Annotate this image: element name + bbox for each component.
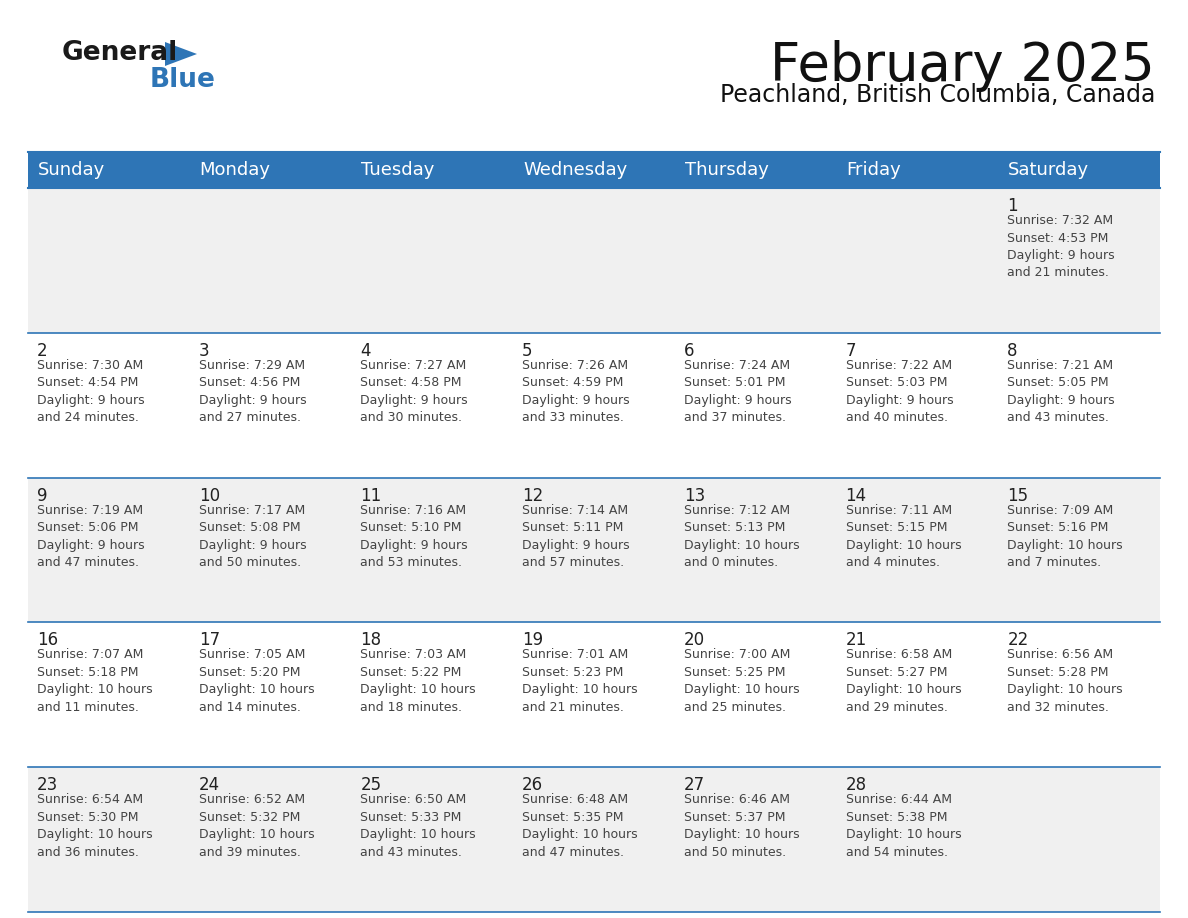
Text: Sunrise: 6:50 AM
Sunset: 5:33 PM
Daylight: 10 hours
and 43 minutes.: Sunrise: 6:50 AM Sunset: 5:33 PM Dayligh… [360, 793, 476, 858]
Bar [29, 188, 1159, 333]
Text: Sunrise: 7:09 AM
Sunset: 5:16 PM
Daylight: 10 hours
and 7 minutes.: Sunrise: 7:09 AM Sunset: 5:16 PM Dayligh… [1007, 504, 1123, 569]
Text: Sunrise: 7:03 AM
Sunset: 5:22 PM
Daylight: 10 hours
and 18 minutes.: Sunrise: 7:03 AM Sunset: 5:22 PM Dayligh… [360, 648, 476, 714]
Text: Sunrise: 7:30 AM
Sunset: 4:54 PM
Daylight: 9 hours
and 24 minutes.: Sunrise: 7:30 AM Sunset: 4:54 PM Dayligh… [37, 359, 145, 424]
Text: 14: 14 [846, 487, 867, 505]
Bar [29, 333, 1159, 477]
Text: 28: 28 [846, 777, 867, 794]
Text: 16: 16 [37, 632, 58, 649]
Bar [29, 622, 1159, 767]
Text: Blue: Blue [150, 67, 216, 93]
Text: Sunrise: 7:21 AM
Sunset: 5:05 PM
Daylight: 9 hours
and 43 minutes.: Sunrise: 7:21 AM Sunset: 5:05 PM Dayligh… [1007, 359, 1114, 424]
Text: Sunrise: 7:14 AM
Sunset: 5:11 PM
Daylight: 9 hours
and 57 minutes.: Sunrise: 7:14 AM Sunset: 5:11 PM Dayligh… [523, 504, 630, 569]
Text: 18: 18 [360, 632, 381, 649]
Text: Sunrise: 7:24 AM
Sunset: 5:01 PM
Daylight: 9 hours
and 37 minutes.: Sunrise: 7:24 AM Sunset: 5:01 PM Dayligh… [684, 359, 791, 424]
Text: Sunrise: 7:16 AM
Sunset: 5:10 PM
Daylight: 9 hours
and 53 minutes.: Sunrise: 7:16 AM Sunset: 5:10 PM Dayligh… [360, 504, 468, 569]
Text: 19: 19 [523, 632, 543, 649]
Text: Sunrise: 6:46 AM
Sunset: 5:37 PM
Daylight: 10 hours
and 50 minutes.: Sunrise: 6:46 AM Sunset: 5:37 PM Dayligh… [684, 793, 800, 858]
Text: 25: 25 [360, 777, 381, 794]
Text: Sunday: Sunday [38, 161, 106, 179]
Text: 21: 21 [846, 632, 867, 649]
Text: 2: 2 [37, 341, 48, 360]
Polygon shape [165, 42, 197, 66]
Text: 24: 24 [198, 777, 220, 794]
Text: February 2025: February 2025 [770, 40, 1155, 92]
Text: Sunrise: 7:27 AM
Sunset: 4:58 PM
Daylight: 9 hours
and 30 minutes.: Sunrise: 7:27 AM Sunset: 4:58 PM Dayligh… [360, 359, 468, 424]
Text: Sunrise: 7:01 AM
Sunset: 5:23 PM
Daylight: 10 hours
and 21 minutes.: Sunrise: 7:01 AM Sunset: 5:23 PM Dayligh… [523, 648, 638, 714]
Text: 1: 1 [1007, 197, 1018, 215]
Text: Sunrise: 7:17 AM
Sunset: 5:08 PM
Daylight: 9 hours
and 50 minutes.: Sunrise: 7:17 AM Sunset: 5:08 PM Dayligh… [198, 504, 307, 569]
Text: 4: 4 [360, 341, 371, 360]
Text: 17: 17 [198, 632, 220, 649]
Text: General: General [62, 40, 178, 66]
Text: Tuesday: Tuesday [361, 161, 435, 179]
Text: 26: 26 [523, 777, 543, 794]
Text: 6: 6 [684, 341, 694, 360]
Text: Sunrise: 6:48 AM
Sunset: 5:35 PM
Daylight: 10 hours
and 47 minutes.: Sunrise: 6:48 AM Sunset: 5:35 PM Dayligh… [523, 793, 638, 858]
Text: 11: 11 [360, 487, 381, 505]
Text: Sunrise: 7:00 AM
Sunset: 5:25 PM
Daylight: 10 hours
and 25 minutes.: Sunrise: 7:00 AM Sunset: 5:25 PM Dayligh… [684, 648, 800, 714]
Text: Sunrise: 6:54 AM
Sunset: 5:30 PM
Daylight: 10 hours
and 36 minutes.: Sunrise: 6:54 AM Sunset: 5:30 PM Dayligh… [37, 793, 152, 858]
Text: 5: 5 [523, 341, 532, 360]
Text: 8: 8 [1007, 341, 1018, 360]
Text: Sunrise: 7:05 AM
Sunset: 5:20 PM
Daylight: 10 hours
and 14 minutes.: Sunrise: 7:05 AM Sunset: 5:20 PM Dayligh… [198, 648, 315, 714]
Text: 10: 10 [198, 487, 220, 505]
Text: 22: 22 [1007, 632, 1029, 649]
Text: Monday: Monday [200, 161, 271, 179]
Text: Wednesday: Wednesday [523, 161, 627, 179]
Bar [29, 152, 1159, 188]
Text: Thursday: Thursday [684, 161, 769, 179]
Text: Sunrise: 7:11 AM
Sunset: 5:15 PM
Daylight: 10 hours
and 4 minutes.: Sunrise: 7:11 AM Sunset: 5:15 PM Dayligh… [846, 504, 961, 569]
Text: 13: 13 [684, 487, 706, 505]
Text: 15: 15 [1007, 487, 1029, 505]
Text: 27: 27 [684, 777, 704, 794]
Text: Sunrise: 7:19 AM
Sunset: 5:06 PM
Daylight: 9 hours
and 47 minutes.: Sunrise: 7:19 AM Sunset: 5:06 PM Dayligh… [37, 504, 145, 569]
Text: Sunrise: 6:52 AM
Sunset: 5:32 PM
Daylight: 10 hours
and 39 minutes.: Sunrise: 6:52 AM Sunset: 5:32 PM Dayligh… [198, 793, 315, 858]
Text: 12: 12 [523, 487, 543, 505]
Text: 3: 3 [198, 341, 209, 360]
Text: 7: 7 [846, 341, 857, 360]
Text: Sunrise: 7:12 AM
Sunset: 5:13 PM
Daylight: 10 hours
and 0 minutes.: Sunrise: 7:12 AM Sunset: 5:13 PM Dayligh… [684, 504, 800, 569]
Text: Sunrise: 6:58 AM
Sunset: 5:27 PM
Daylight: 10 hours
and 29 minutes.: Sunrise: 6:58 AM Sunset: 5:27 PM Dayligh… [846, 648, 961, 714]
Text: Peachland, British Columbia, Canada: Peachland, British Columbia, Canada [720, 83, 1155, 107]
Text: Sunrise: 7:07 AM
Sunset: 5:18 PM
Daylight: 10 hours
and 11 minutes.: Sunrise: 7:07 AM Sunset: 5:18 PM Dayligh… [37, 648, 152, 714]
Text: Sunrise: 6:56 AM
Sunset: 5:28 PM
Daylight: 10 hours
and 32 minutes.: Sunrise: 6:56 AM Sunset: 5:28 PM Dayligh… [1007, 648, 1123, 714]
Text: 20: 20 [684, 632, 704, 649]
Bar [29, 767, 1159, 912]
Text: 9: 9 [37, 487, 48, 505]
Text: 23: 23 [37, 777, 58, 794]
Bar [29, 477, 1159, 622]
Text: Sunrise: 7:32 AM
Sunset: 4:53 PM
Daylight: 9 hours
and 21 minutes.: Sunrise: 7:32 AM Sunset: 4:53 PM Dayligh… [1007, 214, 1114, 279]
Text: Friday: Friday [847, 161, 902, 179]
Text: Saturday: Saturday [1009, 161, 1089, 179]
Text: Sunrise: 6:44 AM
Sunset: 5:38 PM
Daylight: 10 hours
and 54 minutes.: Sunrise: 6:44 AM Sunset: 5:38 PM Dayligh… [846, 793, 961, 858]
Text: Sunrise: 7:26 AM
Sunset: 4:59 PM
Daylight: 9 hours
and 33 minutes.: Sunrise: 7:26 AM Sunset: 4:59 PM Dayligh… [523, 359, 630, 424]
Text: Sunrise: 7:29 AM
Sunset: 4:56 PM
Daylight: 9 hours
and 27 minutes.: Sunrise: 7:29 AM Sunset: 4:56 PM Dayligh… [198, 359, 307, 424]
Text: Sunrise: 7:22 AM
Sunset: 5:03 PM
Daylight: 9 hours
and 40 minutes.: Sunrise: 7:22 AM Sunset: 5:03 PM Dayligh… [846, 359, 953, 424]
